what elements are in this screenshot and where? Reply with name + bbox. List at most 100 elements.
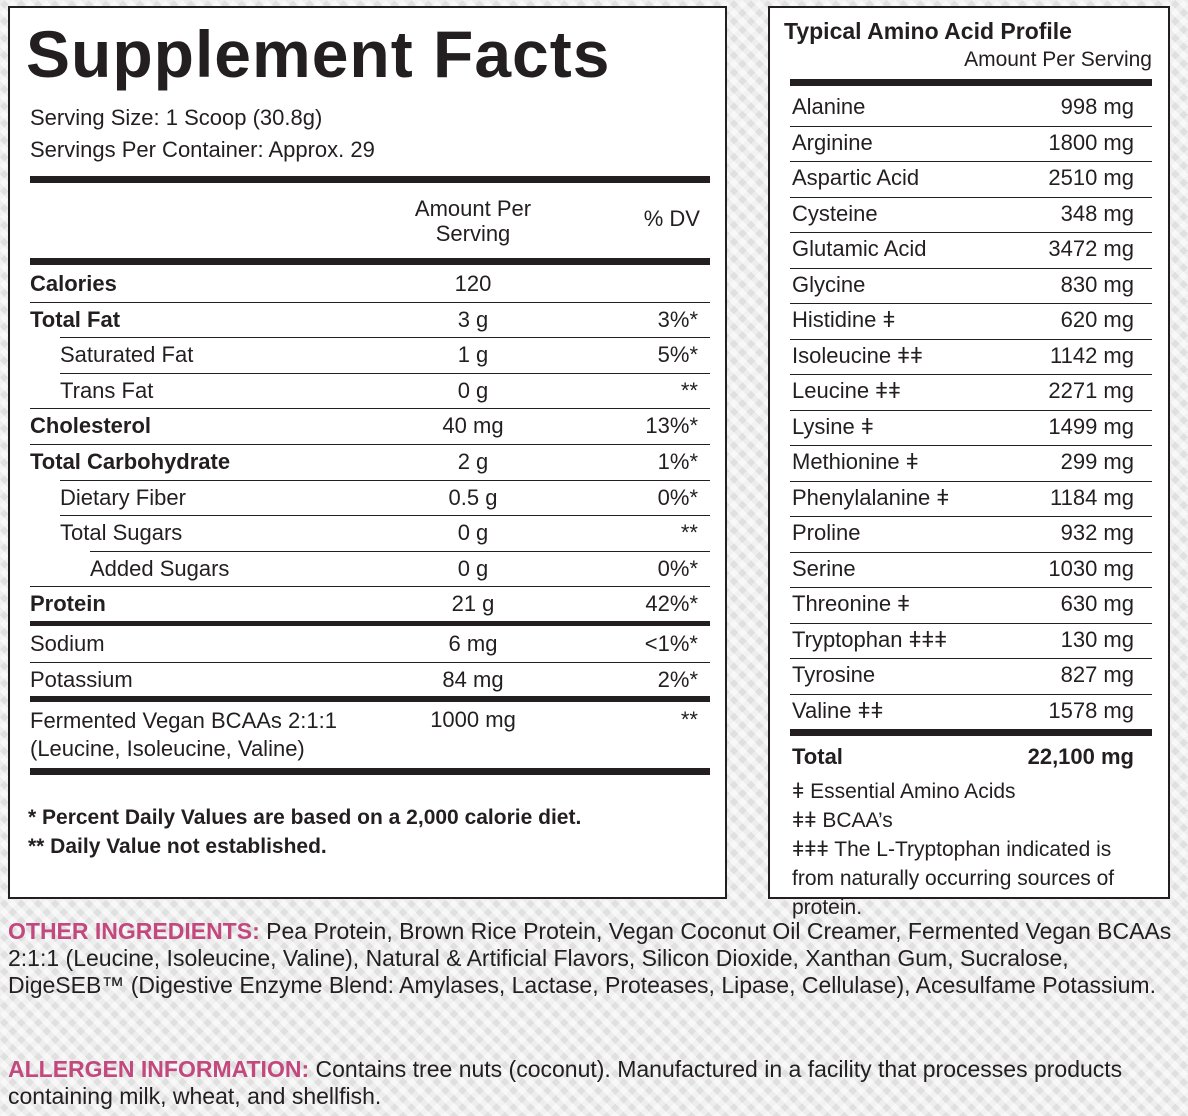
amino-amount: 130 mg <box>1060 626 1134 652</box>
amino-name: Phenylalanine ǂ <box>792 484 950 510</box>
amino-name: Methionine ǂ <box>792 449 919 474</box>
nutrient-amount: 0 g <box>457 520 489 546</box>
amino-amount: 2510 mg <box>1048 165 1134 190</box>
nutrient-dv: 2%* <box>657 666 698 692</box>
rule <box>30 621 710 626</box>
rule <box>790 445 1152 446</box>
amino-name: Arginine <box>792 129 873 155</box>
amino-amount: 830 mg <box>1060 271 1134 297</box>
amino-name: Glutamic Acid <box>792 236 927 261</box>
amino-amount: 299 mg <box>1060 449 1134 474</box>
rule <box>30 258 710 265</box>
rule <box>30 586 710 588</box>
amino-name: Tyrosine <box>792 662 876 687</box>
ingredients-label: OTHER INGREDIENTS: <box>8 918 260 944</box>
legend-item: ǂǂ BCAA’s <box>792 809 893 832</box>
amino-amount: 348 mg <box>1060 200 1134 226</box>
amino-amount: 1184 mg <box>1050 484 1134 510</box>
ingredients-text: Pea Protein, Brown Rice Protein, Vegan C… <box>8 918 1172 998</box>
rule <box>790 79 1152 86</box>
nutrient-name: Dietary Fiber <box>60 484 186 510</box>
nutrient-name: Protein <box>30 591 106 617</box>
allergen-info: ALLERGEN INFORMATION: Contains tree nuts… <box>8 1056 1186 1110</box>
nutrient-dv: 0%* <box>657 484 698 510</box>
nutrient-dv: 13%* <box>645 413 698 439</box>
nutrient-name: Trans Fat <box>60 377 154 403</box>
rule <box>790 409 1152 411</box>
rule <box>30 301 710 303</box>
nutrient-amount: 40 mg <box>442 413 504 439</box>
nutrient-amount: 21 g <box>451 591 495 617</box>
amino-name: Glycine <box>792 271 866 297</box>
nutrient-amount: 0 g <box>457 555 489 581</box>
nutrient-dv: 1%* <box>657 449 698 474</box>
nutrient-name: Sodium <box>30 631 105 656</box>
dv-header: % DV <box>643 206 700 231</box>
nutrient-amount: 1 g <box>457 342 489 368</box>
supplement-facts-panel: Supplement Facts Serving Size: 1 Scoop (3… <box>8 6 727 899</box>
amino-name: Proline <box>792 520 861 545</box>
rule <box>790 125 1152 127</box>
amino-amount: 2271 mg <box>1048 378 1134 403</box>
nutrient-name: Total Carbohydrate <box>30 449 231 474</box>
nutrient-amount: 84 mg <box>442 666 504 692</box>
amino-name: Leucine ǂǂ <box>792 378 901 403</box>
amino-amount: 3472 mg <box>1048 236 1134 261</box>
nutrient-amount: 6 mg <box>448 631 498 656</box>
rule <box>790 303 1152 304</box>
amino-name: Histidine ǂ <box>792 307 896 332</box>
nutrient-amount: 3 g <box>457 306 489 332</box>
rule <box>30 176 710 183</box>
amino-name: Alanine <box>792 94 866 119</box>
amino-amount: 1030 mg <box>1048 555 1134 581</box>
rule <box>790 196 1152 198</box>
rule <box>30 661 710 663</box>
amino-amount: 998 mg <box>1060 94 1134 119</box>
allergen-text: Contains tree nuts (coconut). Manufactur… <box>8 1056 1123 1109</box>
amino-name: Valine ǂǂ <box>792 697 884 723</box>
nutrient-name: Total Sugars <box>60 520 183 546</box>
servings-per-container: Servings Per Container: Approx. 29 <box>30 137 375 162</box>
rule <box>60 515 710 517</box>
rule <box>60 479 710 481</box>
legend: ǂ Essential Amino Acids ǂǂ BCAA’s ǂǂǂ The … <box>792 777 1154 922</box>
profile-title: Typical Amino Acid Profile <box>784 18 1072 44</box>
amino-name: Threonine ǂ <box>792 591 911 616</box>
amino-amount: 1578 mg <box>1048 697 1134 723</box>
amino-name: Isoleucine ǂǂ <box>792 342 923 368</box>
amino-amount: 1499 mg <box>1048 413 1134 439</box>
rule <box>60 372 710 374</box>
rule <box>790 729 1152 736</box>
amino-name: Serine <box>792 555 856 581</box>
rule <box>790 551 1152 553</box>
nutrient-dv: 3%* <box>657 306 698 332</box>
amino-name: Cysteine <box>792 200 878 226</box>
nutrient-name: Saturated Fat <box>60 342 194 368</box>
footnote: ** Daily Value not established. <box>28 835 327 858</box>
rule <box>790 622 1152 624</box>
rule <box>60 337 710 339</box>
nutrient-dv: ** <box>680 707 698 733</box>
amino-profile-panel: Typical Amino Acid Profile Amount Per Ser… <box>768 6 1170 919</box>
allergen-label: ALLERGEN INFORMATION: <box>8 1056 310 1082</box>
nutrient-dv: 42%* <box>645 591 698 617</box>
footnote: * Percent Daily Values are based on a 2,… <box>28 806 582 829</box>
rule <box>790 374 1152 375</box>
rule <box>790 232 1152 233</box>
rule <box>790 161 1152 162</box>
rule <box>790 267 1152 269</box>
total-amount: 22,100 mg <box>1027 744 1134 769</box>
rule <box>790 587 1152 588</box>
nutrient-dv: <1%* <box>644 631 698 656</box>
nutrient-amount: 0.5 g <box>448 484 498 510</box>
rule <box>790 693 1152 695</box>
amount-header: Amount Per Serving <box>414 196 532 246</box>
nutrient-dv: 5%* <box>657 342 698 368</box>
nutrient-amount: 2 g <box>457 449 489 474</box>
nutrient-amount: 1000 mg <box>430 707 516 733</box>
rule <box>30 768 710 776</box>
rule <box>30 408 710 410</box>
other-ingredients: OTHER INGREDIENTS: Pea Protein, Brown Ri… <box>8 918 1186 999</box>
amino-amount: 620 mg <box>1060 307 1134 332</box>
